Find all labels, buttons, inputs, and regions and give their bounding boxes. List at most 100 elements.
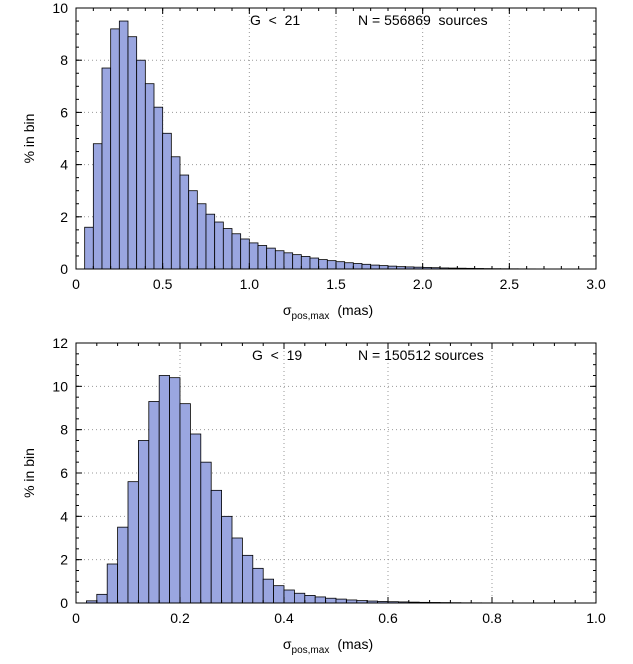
x-tick-label: 3.0 [586, 276, 606, 292]
histogram-bar [283, 589, 295, 604]
histogram-bar [262, 578, 275, 604]
x-tick-label: 0.2 [170, 610, 190, 626]
y-tick-label: 0 [60, 261, 68, 277]
histogram-bar [92, 143, 103, 270]
y-tick-label: 2 [60, 552, 68, 568]
y-tick-label: 0 [60, 595, 68, 611]
histogram-bar [378, 265, 389, 270]
magnitude-cut-annotation: G < 19 [252, 347, 302, 363]
histogram-bar [257, 245, 268, 270]
histogram-bar [283, 252, 294, 270]
y-tick-label: 2 [60, 209, 68, 225]
histogram-bar [148, 401, 160, 604]
histogram-bar [318, 259, 328, 270]
histogram-bar [118, 20, 129, 270]
x-tick-label: 0 [72, 276, 80, 292]
histogram-bar [266, 247, 276, 270]
histogram-bar [101, 67, 112, 270]
y-tick-label: 6 [60, 465, 68, 481]
histogram-bar [304, 595, 316, 604]
x-axis-label: σpos,max (mas) [283, 636, 373, 656]
histogram-bar [136, 59, 146, 270]
histogram-bar [335, 598, 347, 604]
histogram-bar [292, 254, 302, 270]
histogram-bar [106, 563, 118, 604]
histogram-bar [196, 203, 207, 270]
histogram-bar [188, 190, 198, 270]
histogram-bar [335, 261, 346, 270]
x-tick-label: 0.5 [153, 276, 173, 292]
histogram-bar [274, 250, 285, 270]
x-axis-label-symbol: σ [283, 636, 292, 652]
histogram-bar [96, 593, 108, 604]
x-tick-label: 2.5 [500, 276, 520, 292]
y-tick-label: 6 [60, 104, 68, 120]
histogram-bar [361, 263, 372, 270]
x-axis-label-symbol: σ [283, 302, 292, 318]
histogram-bar [309, 257, 320, 270]
histogram-bar [144, 83, 155, 270]
x-tick-label: 0.8 [482, 610, 502, 626]
histogram-bar [214, 221, 224, 270]
x-axis-label: σpos,max (mas) [283, 302, 373, 322]
histogram-bar [169, 377, 181, 604]
x-tick-label: 0.4 [274, 610, 294, 626]
y-tick-label: 4 [60, 508, 68, 524]
histogram-bar [325, 597, 337, 604]
histogram-bar [117, 526, 129, 604]
x-tick-label: 1.5 [326, 276, 346, 292]
histogram-bar [300, 256, 311, 270]
y-axis-label: % in bin [21, 448, 37, 498]
y-tick-label: 4 [60, 157, 68, 173]
histogram-bar [222, 228, 233, 270]
x-axis-label-unit: (mas) [337, 636, 373, 652]
x-tick-label: 2.0 [413, 276, 433, 292]
histogram-bar [248, 242, 259, 270]
x-axis-label-subscript: pos,max [292, 311, 330, 322]
y-tick-label: 8 [60, 422, 68, 438]
histogram-bar [314, 596, 327, 604]
y-tick-label: 8 [60, 52, 68, 68]
histogram-bar [84, 226, 94, 270]
histogram-bar [241, 554, 254, 604]
histogram-bar [179, 174, 190, 270]
x-tick-label: 0 [72, 610, 80, 626]
histogram-bar [326, 260, 337, 270]
histogram-bar [110, 28, 120, 270]
histogram-g21: 0 0.5 1.0 1.5 2.0 2.5 3.0 0 2 4 6 8 10 % in bin σpos,m… [21, 0, 606, 322]
histogram-bar [127, 481, 139, 604]
y-tick-label: 10 [52, 0, 68, 16]
magnitude-cut-annotation: G < 21 [250, 12, 300, 28]
histogram-bar [240, 238, 250, 270]
histogram-bar [370, 264, 380, 270]
x-tick-label: 0.6 [378, 610, 398, 626]
x-tick-label: 1.0 [586, 610, 606, 626]
histogram-bar [210, 489, 222, 604]
histogram-bar [200, 461, 212, 604]
histogram-bar [137, 440, 150, 604]
source-count-annotation: N = 556869 sources [358, 12, 488, 28]
histogram-bar [127, 36, 138, 270]
histogram-g19: 0 0.2 0.4 0.6 0.8 1.0 0 2 4 6 8 10 12 % in bin σpos,ma… [21, 335, 606, 656]
histogram-bar [352, 263, 363, 270]
histogram-bar [179, 403, 191, 604]
histogram-bar [344, 262, 354, 270]
x-tick-label: 1.0 [240, 276, 260, 292]
histogram-bar [189, 433, 202, 604]
histogram-bar [205, 213, 216, 270]
x-axis-label-subscript: pos,max [292, 645, 330, 656]
histogram-bar [231, 233, 242, 270]
source-count-annotation: N = 150512 sources [358, 347, 484, 363]
y-tick-label: 10 [52, 378, 68, 394]
histogram-bar [170, 156, 181, 270]
histogram-bar [221, 515, 233, 604]
histogram-bar [153, 106, 164, 270]
histogram-bar [252, 567, 264, 604]
histogram-bar [231, 537, 243, 604]
histogram-bar [293, 592, 306, 604]
x-axis-label-unit: (mas) [337, 302, 373, 318]
histogram-bar [273, 585, 285, 604]
histogram-bar [158, 375, 170, 604]
histogram-bar [162, 132, 172, 270]
